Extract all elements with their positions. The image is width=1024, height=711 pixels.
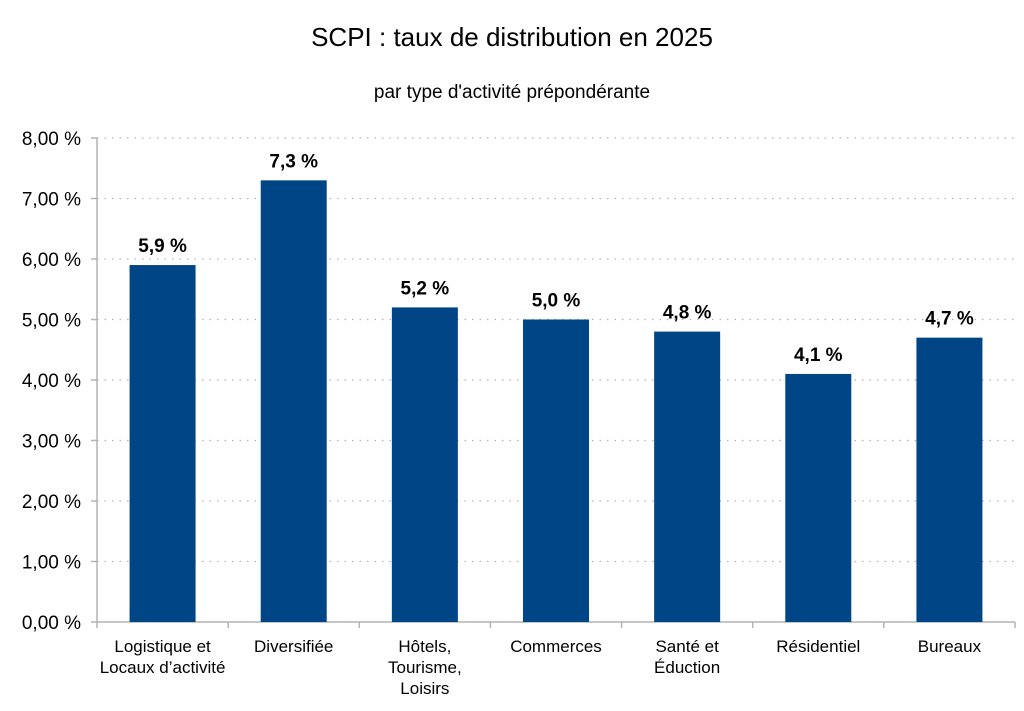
x-category-label: Hôtels, (398, 637, 451, 656)
data-label: 5,2 % (401, 278, 450, 299)
y-tick-label: 1,00 % (22, 553, 81, 574)
x-category-label: Loisirs (400, 679, 449, 698)
x-category-label: Diversifiée (254, 637, 333, 656)
x-category-label: Commerces (510, 637, 602, 656)
data-label: 5,9 % (138, 236, 187, 257)
x-category-label: Locaux d’activité (100, 658, 226, 677)
chart-title: SCPI : taux de distribution en 2025 (311, 22, 713, 52)
data-label: 4,7 % (925, 309, 974, 330)
y-tick-label: 8,00 % (22, 129, 81, 150)
bar (129, 265, 196, 622)
x-category-label: Résidentiel (776, 637, 860, 656)
bar (654, 331, 721, 622)
bar (260, 180, 327, 622)
x-category-label: Santé et (655, 637, 719, 656)
data-label: 7,3 % (269, 151, 318, 172)
y-tick-label: 5,00 % (22, 311, 81, 332)
x-category-label: Éduction (654, 658, 720, 677)
y-tick-label: 7,00 % (22, 190, 81, 211)
data-label: 4,1 % (794, 345, 843, 366)
bar (785, 373, 852, 622)
data-label: 5,0 % (532, 291, 581, 312)
y-tick-label: 3,00 % (22, 432, 81, 453)
chart-subtitle: par type d'activité prépondérante (373, 82, 651, 103)
bar (391, 307, 458, 622)
x-category-label: Bureaux (918, 637, 982, 656)
x-category-label: Tourisme, (388, 658, 462, 677)
y-tick-label: 4,00 % (22, 371, 81, 392)
bar (523, 319, 589, 622)
data-label: 4,8 % (663, 303, 712, 324)
y-tick-label: 0,00 % (22, 613, 81, 634)
y-tick-label: 2,00 % (22, 492, 81, 513)
bar (916, 337, 983, 622)
x-category-label: Logistique et (114, 637, 211, 656)
y-tick-label: 6,00 % (22, 250, 81, 271)
